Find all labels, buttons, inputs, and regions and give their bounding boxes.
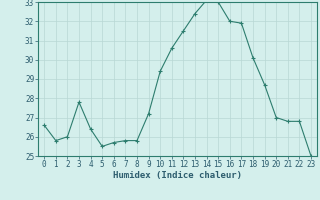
- X-axis label: Humidex (Indice chaleur): Humidex (Indice chaleur): [113, 171, 242, 180]
